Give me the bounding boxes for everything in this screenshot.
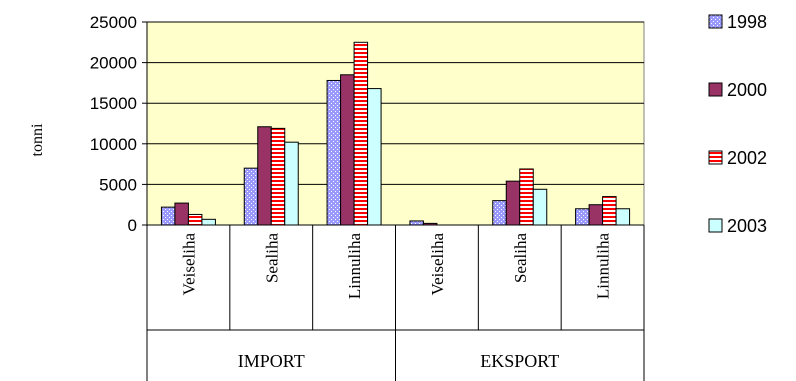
- bar-2003-0: [201, 218, 216, 226]
- plot-area: [146, 21, 645, 226]
- bar-2002-4: [519, 168, 534, 226]
- x-category-label: Sealiha: [511, 233, 530, 283]
- x-category-label: Veiseliha: [179, 233, 198, 296]
- bar-2002-1: [270, 127, 286, 226]
- bar-2000-4: [505, 180, 521, 226]
- y-tick-label: 10000: [90, 135, 137, 154]
- bar-2000-1: [257, 126, 272, 226]
- y-axis-label: tonni: [29, 123, 46, 156]
- bar-1998-0: [160, 206, 176, 226]
- bar-2000-0: [174, 202, 189, 226]
- bar-1998-2: [326, 79, 342, 226]
- bars: [160, 41, 631, 226]
- bar-2003-4: [532, 188, 548, 226]
- y-tick-label: 5000: [99, 175, 137, 194]
- y-tick-label: 15000: [90, 94, 137, 113]
- y-axis-ticks: 0 5000 10000 15000 20000 25000: [90, 13, 147, 235]
- y-tick-label: 25000: [90, 13, 137, 32]
- bar-1998-4: [492, 200, 507, 226]
- legend-label-2000: 2000: [727, 80, 767, 100]
- x-category-label: Veiseliha: [428, 233, 447, 296]
- legend-swatch-2000: [708, 82, 723, 97]
- y-tick-label: 20000: [90, 54, 137, 73]
- bar-2003-1: [284, 141, 299, 226]
- bar-2000-2: [340, 74, 355, 226]
- legend-label-2002: 2002: [727, 148, 767, 168]
- y-tick-label: 0: [128, 216, 137, 235]
- legend-swatch-1998: [708, 14, 723, 29]
- group-label: IMPORT: [238, 351, 305, 371]
- x-category-label: Linnuliha: [594, 233, 613, 300]
- x-category-label: Sealiha: [262, 233, 281, 283]
- bar-2002-0: [187, 213, 203, 226]
- bar-1998-5: [575, 208, 590, 226]
- x-category-label: Linnuliha: [345, 233, 364, 300]
- gridlines: [147, 21, 644, 185]
- legend-label-2003: 2003: [727, 216, 767, 236]
- x-axis-categories: Veiseliha Sealiha Linnuliha Veiseliha Sealih…: [146, 225, 645, 381]
- bar-2000-5: [588, 204, 604, 226]
- group-label: EKSPORT: [480, 351, 559, 371]
- bar-2002-5: [602, 196, 617, 226]
- legend: 1998 2000 2002 2003: [708, 12, 767, 236]
- legend-label-1998: 1998: [727, 12, 767, 32]
- bar-2003-5: [615, 208, 631, 226]
- bar-2002-2: [353, 41, 369, 226]
- legend-swatch-2003: [708, 218, 723, 233]
- bar-1998-3: [409, 220, 424, 226]
- bar-2003-2: [367, 88, 382, 226]
- legend-swatch-2002: [708, 150, 723, 165]
- bar-1998-1: [243, 167, 259, 226]
